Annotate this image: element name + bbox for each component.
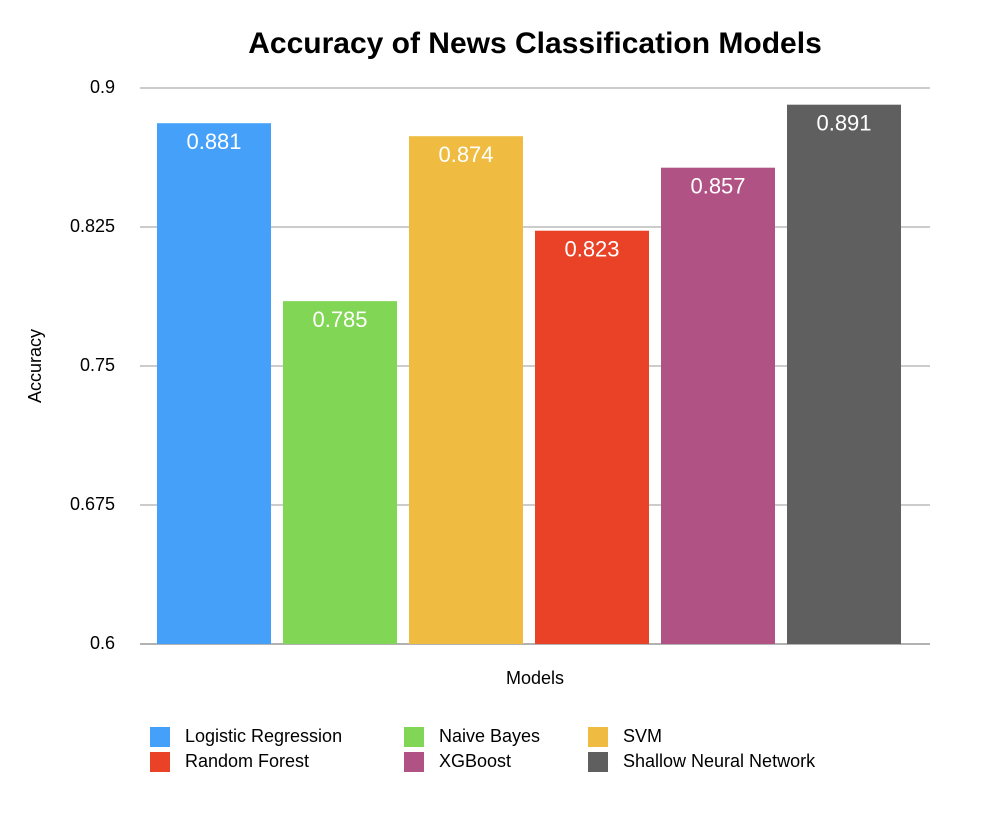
y-tick-label: 0.75: [80, 355, 115, 375]
x-axis-label: Models: [506, 668, 564, 688]
bar: [409, 136, 523, 645]
data-label: 0.857: [690, 174, 745, 199]
y-axis-label: Accuracy: [25, 329, 45, 403]
legend-swatch: [150, 752, 170, 772]
legend-swatch: [588, 752, 608, 772]
legend-label: SVM: [623, 726, 662, 746]
bar: [535, 230, 649, 644]
bar: [283, 301, 397, 644]
legend-swatch: [404, 752, 424, 772]
legend-label: Naive Bayes: [439, 726, 540, 746]
y-tick-label: 0.675: [70, 494, 115, 514]
chart-title: Accuracy of News Classification Models: [248, 27, 822, 60]
y-tick-label: 0.9: [90, 77, 115, 97]
data-label: 0.823: [564, 237, 619, 262]
legend-label: XGBoost: [439, 751, 511, 771]
legend-label: Shallow Neural Network: [623, 751, 816, 771]
data-label: 0.891: [816, 110, 871, 135]
legend-swatch: [588, 727, 608, 747]
legend-label: Random Forest: [185, 751, 309, 771]
legend-swatch: [150, 727, 170, 747]
y-tick-label: 0.6: [90, 633, 115, 653]
data-label: 0.881: [186, 129, 241, 154]
bar: [787, 104, 901, 645]
bar: [661, 167, 775, 644]
data-label: 0.785: [312, 307, 367, 332]
legend-label: Logistic Regression: [185, 726, 342, 746]
legend-swatch: [404, 727, 424, 747]
bar: [157, 123, 271, 645]
data-label: 0.874: [438, 142, 493, 167]
y-tick-label: 0.825: [70, 216, 115, 236]
